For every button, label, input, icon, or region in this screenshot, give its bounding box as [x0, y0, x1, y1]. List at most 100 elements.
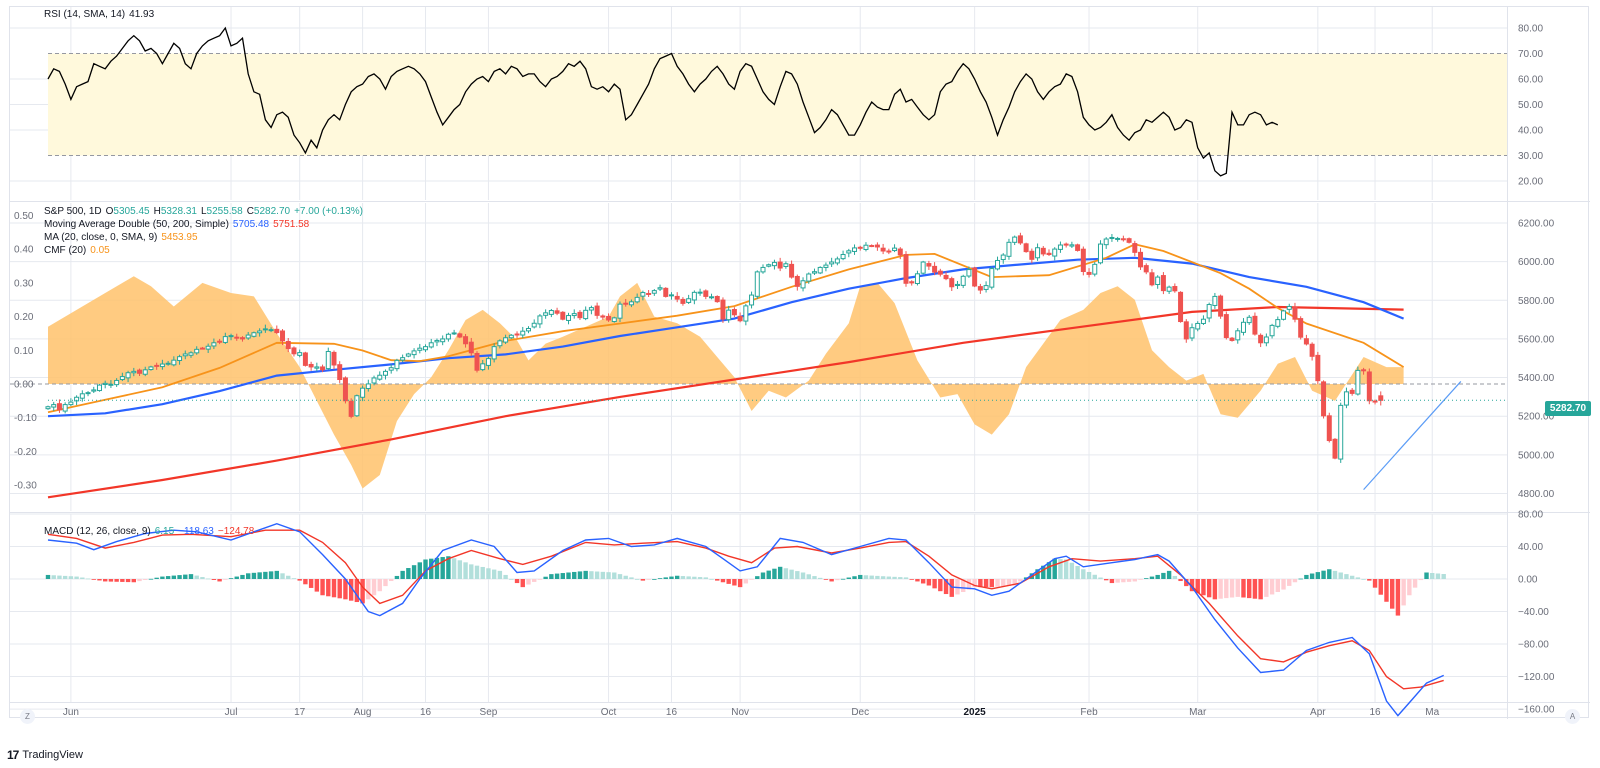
rsi-axis-label: 40.00: [1518, 126, 1543, 137]
macd-histogram-bar: [394, 575, 400, 579]
candle-body: [829, 261, 835, 265]
candle-body: [1338, 404, 1344, 460]
macd-histogram-bar: [137, 579, 142, 582]
candle-body: [640, 292, 646, 297]
macd-histogram-bar: [875, 575, 880, 579]
macd-histogram-bar: [652, 579, 657, 580]
macd-histogram-bar: [246, 573, 251, 579]
tradingview-logo-icon: 17: [7, 748, 19, 762]
open-value: 5305.45: [113, 206, 150, 217]
candle-body: [285, 340, 291, 350]
macd-histogram-bar: [205, 578, 211, 580]
candle-body: [474, 352, 480, 371]
candle-body: [1075, 244, 1081, 251]
candle-body: [480, 363, 486, 371]
candle-body: [1321, 381, 1327, 417]
macd-histogram-bar: [85, 578, 91, 580]
candle-body: [1035, 247, 1041, 259]
macd-histogram-bar: [108, 579, 114, 582]
macd-histogram-bar: [1309, 573, 1315, 579]
price-axis-label: 5800.00: [1518, 296, 1555, 307]
macd-histogram-bar: [560, 573, 565, 579]
candle-body: [400, 357, 406, 361]
macd-histogram-bar: [1418, 579, 1423, 581]
candle-body: [182, 353, 188, 357]
candle-body: [1138, 251, 1144, 268]
candle-body: [623, 302, 629, 305]
candle-body: [1057, 244, 1063, 250]
candle-body: [926, 263, 932, 267]
candle-body: [554, 310, 560, 314]
candle-body: [1103, 238, 1109, 246]
chart-canvas[interactable]: 80.00 70.00 60.00 50.00 40.00 30.00 20.00 6200.…: [10, 7, 1590, 719]
macd-histogram-bar: [1138, 579, 1143, 580]
macd-histogram-bar: [720, 579, 726, 583]
candle-body: [709, 296, 715, 299]
candle-body: [354, 395, 360, 417]
macd-histogram-bar: [1058, 559, 1063, 579]
candle-body: [108, 383, 114, 386]
macd-axis-label: −80.00: [1518, 640, 1549, 651]
candle-body: [1149, 272, 1155, 286]
candle-body: [892, 247, 898, 252]
candle-body: [1000, 254, 1006, 261]
candle-body: [217, 340, 223, 343]
ma20-legend-name: MA (20, close, 0, SMA, 9): [44, 232, 158, 243]
macd-histogram-bar: [823, 579, 829, 580]
candle-body: [85, 392, 91, 395]
close-value: 5282.70: [253, 206, 291, 217]
change-value: +7.00 (+0.13%): [294, 206, 364, 217]
candle-body: [1235, 330, 1241, 341]
candle-body: [468, 341, 474, 354]
cmf-legend: CMF (20) 0.05: [44, 244, 367, 257]
price-axis-label: 6000.00: [1518, 257, 1555, 268]
macd-histogram-bar: [943, 579, 949, 595]
candle-body: [800, 280, 806, 289]
candle-body: [651, 290, 657, 294]
ma50-value: 5705.48: [232, 219, 270, 230]
candle-body: [1189, 327, 1195, 339]
macd-histogram-bar: [274, 570, 279, 579]
macd-histogram-bar: [1081, 569, 1086, 579]
macd-axis-label: −40.00: [1518, 607, 1549, 618]
candle-body: [302, 352, 308, 366]
candle-body: [1172, 286, 1178, 292]
macd-histogram-bar: [920, 579, 926, 584]
macd-histogram-bar: [1104, 579, 1109, 581]
macd-legend: MACD (12, 26, close, 9) 6.15 −118.63 −124.7…: [44, 525, 258, 538]
macd-histogram-bar: [474, 565, 480, 579]
candle-body: [1120, 238, 1126, 241]
macd-histogram-bar: [74, 576, 79, 579]
time-axis-label: Jun: [63, 707, 79, 718]
macd-histogram-bar: [451, 558, 457, 579]
macd-histogram-bar: [45, 574, 51, 579]
candle-body: [880, 247, 886, 252]
auto-scale-button[interactable]: A: [1565, 709, 1580, 724]
candle-body: [417, 347, 423, 351]
candle-body: [331, 351, 337, 366]
candle-body: [1240, 321, 1246, 333]
candle-body: [977, 286, 983, 291]
macd-histogram-bar: [131, 579, 136, 583]
macd-histogram-bar: [503, 574, 508, 579]
cmf-axis-label: -0.30: [14, 481, 37, 492]
candle-body: [1012, 236, 1018, 243]
rsi-axis-label: 50.00: [1518, 100, 1543, 111]
macd-histogram-bar: [783, 568, 789, 579]
time-axis-label: 16: [666, 707, 678, 718]
macd-histogram-bar: [291, 578, 297, 579]
candle-body: [852, 247, 858, 252]
macd-histogram-bar: [1212, 579, 1218, 600]
macd-histogram-bar: [97, 579, 102, 581]
macd-histogram-bar: [572, 571, 577, 579]
cmf-axis-label: 0.50: [14, 211, 34, 222]
candle-body: [789, 263, 795, 278]
macd-histogram-bar: [880, 576, 886, 579]
macd-histogram-bar: [726, 579, 731, 584]
macd-histogram-bar: [623, 575, 628, 579]
candle-body: [291, 347, 297, 355]
candle-body: [1052, 248, 1058, 257]
macd-histogram-bar: [966, 579, 972, 590]
zoom-reset-button[interactable]: Z: [20, 709, 35, 724]
candle-body: [62, 404, 68, 412]
